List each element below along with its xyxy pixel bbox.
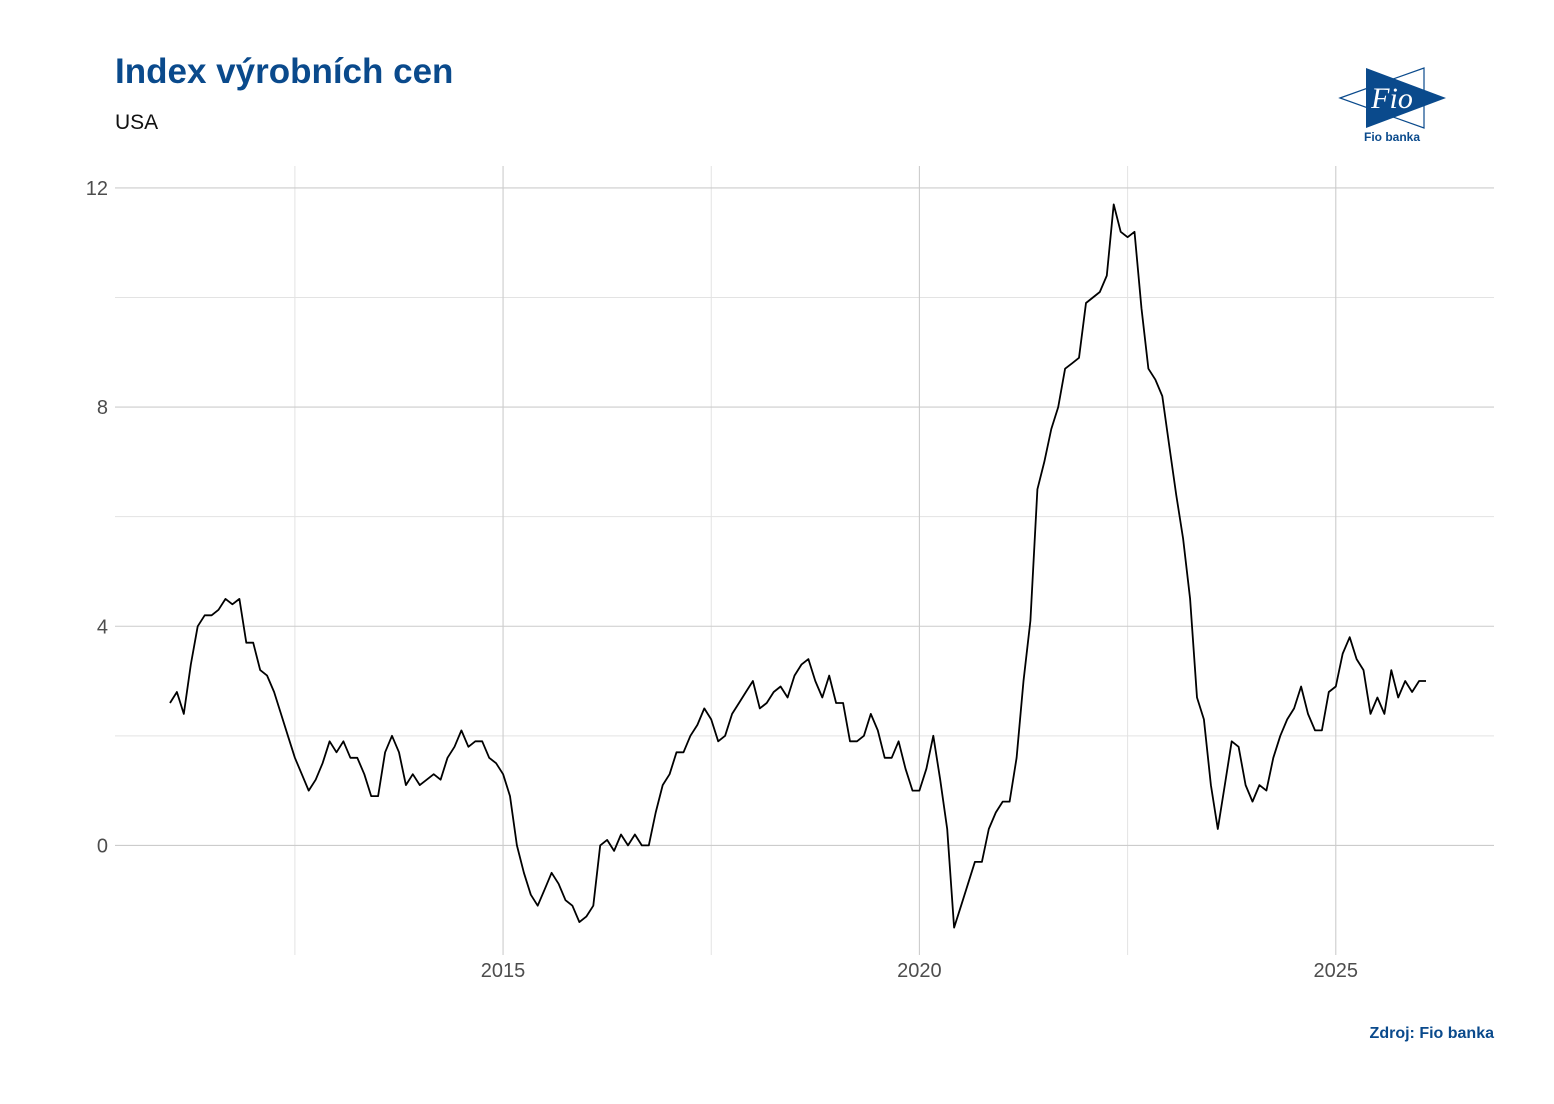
x-tick-label: 2015: [481, 960, 526, 982]
axis-labels: 2015 2020 2025 0 4 8 12: [86, 178, 1358, 982]
chart-title: Index výrobních cen: [115, 52, 454, 91]
logo-mark-text: Fio: [1370, 82, 1413, 115]
fio-banka-logo: Fio Fio banka: [1336, 66, 1448, 146]
series-layer: [169, 203, 1426, 929]
source-note: Zdroj: Fio banka: [1369, 1025, 1494, 1042]
y-tick-label: 0: [97, 835, 108, 857]
logo-text: Fio banka: [1363, 130, 1420, 144]
series-line: [169, 203, 1426, 929]
x-tick-label: 2020: [897, 960, 942, 982]
chart-subtitle: USA: [115, 111, 159, 134]
y-tick-label: 8: [97, 397, 108, 419]
y-tick-label: 12: [86, 178, 108, 200]
fio-logo-mark-icon: Fio: [1338, 67, 1446, 129]
grid: [115, 166, 1494, 955]
x-tick-label: 2025: [1314, 960, 1359, 982]
y-tick-label: 4: [97, 616, 108, 638]
